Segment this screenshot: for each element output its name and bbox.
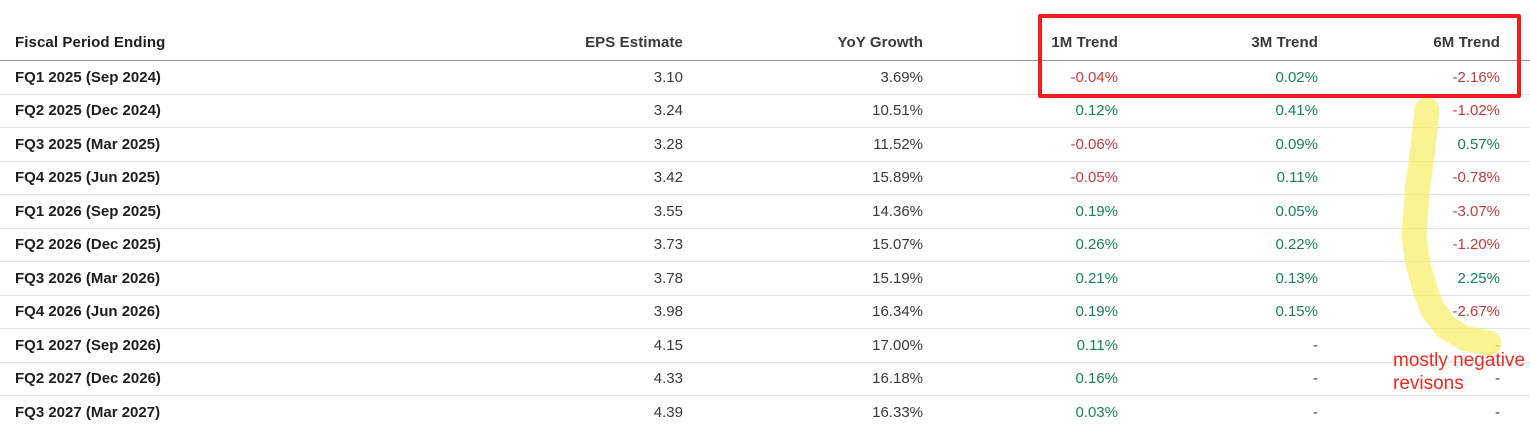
- trend-3m-cell: 0.15%: [1275, 303, 1318, 321]
- table-row: FQ1 2025 (Sep 2024) 3.10 3.69% -0.04% 0.…: [0, 61, 1530, 95]
- fiscal-period-cell: FQ4 2025 (Jun 2025): [15, 169, 161, 187]
- trend-1m-cell: 0.19%: [1075, 303, 1118, 321]
- eps-estimates-table: Fiscal Period Ending EPS Estimate YoY Gr…: [0, 0, 1530, 430]
- trend-6m-cell: -2.16%: [1452, 68, 1500, 86]
- trend-3m-cell: -: [1313, 370, 1318, 388]
- eps-estimate-cell: 3.98: [653, 303, 683, 321]
- table-row: FQ4 2026 (Jun 2026) 3.98 16.34% 0.19% 0.…: [0, 296, 1530, 329]
- eps-estimate-cell: 3.55: [653, 202, 683, 220]
- trend-6m-cell: -: [1495, 370, 1500, 388]
- trend-1m-cell: 0.11%: [1076, 336, 1118, 354]
- column-header-1m-trend: 1M Trend: [1051, 34, 1118, 51]
- table-row: FQ4 2025 (Jun 2025) 3.42 15.89% -0.05% 0…: [0, 162, 1530, 195]
- trend-1m-cell: -0.06%: [1070, 135, 1118, 153]
- trend-1m-cell: 0.12%: [1075, 102, 1118, 120]
- trend-1m-cell: -0.04%: [1070, 68, 1118, 86]
- eps-estimate-cell: 3.10: [653, 68, 683, 86]
- yoy-growth-cell: 17.00%: [872, 336, 923, 354]
- eps-estimate-cell: 4.39: [653, 404, 683, 422]
- trend-6m-cell: -1.20%: [1452, 236, 1500, 254]
- trend-6m-cell: 0.57%: [1457, 135, 1500, 153]
- fiscal-period-cell: FQ3 2025 (Mar 2025): [15, 135, 161, 153]
- trend-3m-cell: -: [1313, 336, 1318, 354]
- yoy-growth-cell: 16.33%: [872, 404, 923, 422]
- yoy-growth-cell: 15.19%: [872, 269, 923, 287]
- eps-estimate-cell: 3.28: [653, 135, 683, 153]
- trend-3m-cell: 0.13%: [1275, 269, 1318, 287]
- fiscal-period-cell: FQ3 2027 (Mar 2027): [15, 404, 161, 422]
- eps-estimate-cell: 3.42: [653, 169, 683, 187]
- eps-estimate-cell: 3.24: [653, 102, 683, 120]
- table-row: FQ2 2026 (Dec 2025) 3.73 15.07% 0.26% 0.…: [0, 229, 1530, 262]
- table-row: FQ1 2027 (Sep 2026) 4.15 17.00% 0.11% - …: [0, 329, 1530, 363]
- yoy-growth-cell: 10.51%: [872, 102, 923, 120]
- yoy-growth-cell: 14.36%: [872, 202, 923, 220]
- fiscal-period-cell: FQ2 2025 (Dec 2024): [15, 102, 161, 120]
- column-header-yoy-growth: YoY Growth: [837, 34, 923, 51]
- trend-3m-cell: -: [1313, 404, 1318, 422]
- trend-1m-cell: 0.19%: [1075, 202, 1118, 220]
- column-header-fiscal-period: Fiscal Period Ending: [15, 34, 166, 51]
- trend-3m-cell: 0.22%: [1275, 236, 1318, 254]
- trend-3m-cell: 0.05%: [1275, 202, 1318, 220]
- fiscal-period-cell: FQ1 2026 (Sep 2025): [15, 202, 161, 220]
- trend-6m-cell: -3.07%: [1452, 202, 1500, 220]
- table-row: FQ1 2026 (Sep 2025) 3.55 14.36% 0.19% 0.…: [0, 195, 1530, 229]
- yoy-growth-cell: 15.07%: [872, 236, 923, 254]
- trend-3m-cell: 0.09%: [1275, 135, 1318, 153]
- fiscal-period-cell: FQ1 2027 (Sep 2026): [15, 336, 161, 354]
- trend-1m-cell: -0.05%: [1070, 169, 1118, 187]
- table-body: FQ1 2025 (Sep 2024) 3.10 3.69% -0.04% 0.…: [0, 61, 1530, 430]
- yoy-growth-cell: 3.69%: [880, 68, 923, 86]
- table-row: FQ3 2025 (Mar 2025) 3.28 11.52% -0.06% 0…: [0, 128, 1530, 162]
- trend-1m-cell: 0.03%: [1075, 404, 1118, 422]
- column-header-3m-trend: 3M Trend: [1251, 34, 1318, 51]
- fiscal-period-cell: FQ1 2025 (Sep 2024): [15, 68, 161, 86]
- table-row: FQ2 2027 (Dec 2026) 4.33 16.18% 0.16% - …: [0, 363, 1530, 396]
- table-row: FQ3 2027 (Mar 2027) 4.39 16.33% 0.03% - …: [0, 396, 1530, 430]
- trend-3m-cell: 0.11%: [1276, 169, 1318, 187]
- eps-estimate-cell: 4.33: [653, 370, 683, 388]
- column-header-6m-trend: 6M Trend: [1433, 34, 1500, 51]
- trend-6m-cell: 2.25%: [1457, 269, 1500, 287]
- fiscal-period-cell: FQ3 2026 (Mar 2026): [15, 269, 161, 287]
- eps-estimate-cell: 4.15: [653, 336, 683, 354]
- fiscal-period-cell: FQ2 2026 (Dec 2025): [15, 236, 161, 254]
- trend-6m-cell: -1.02%: [1452, 102, 1500, 120]
- fiscal-period-cell: FQ4 2026 (Jun 2026): [15, 303, 161, 321]
- trend-6m-cell: -: [1495, 404, 1500, 422]
- column-header-eps-estimate: EPS Estimate: [585, 34, 683, 51]
- trend-1m-cell: 0.26%: [1075, 236, 1118, 254]
- table-row: FQ2 2025 (Dec 2024) 3.24 10.51% 0.12% 0.…: [0, 95, 1530, 128]
- yoy-growth-cell: 16.34%: [872, 303, 923, 321]
- trend-3m-cell: 0.02%: [1275, 68, 1318, 86]
- trend-1m-cell: 0.21%: [1075, 269, 1118, 287]
- eps-estimate-cell: 3.78: [653, 269, 683, 287]
- trend-6m-cell: -2.67%: [1452, 303, 1500, 321]
- trend-1m-cell: 0.16%: [1075, 370, 1118, 388]
- trend-3m-cell: 0.41%: [1275, 102, 1318, 120]
- yoy-growth-cell: 16.18%: [872, 370, 923, 388]
- yoy-growth-cell: 15.89%: [872, 169, 923, 187]
- eps-estimate-cell: 3.73: [653, 236, 683, 254]
- table-row: FQ3 2026 (Mar 2026) 3.78 15.19% 0.21% 0.…: [0, 262, 1530, 296]
- trend-6m-cell: -0.78%: [1452, 169, 1500, 187]
- yoy-growth-cell: 11.52%: [873, 135, 923, 153]
- trend-6m-cell: -: [1495, 336, 1500, 354]
- table-header-row: Fiscal Period Ending EPS Estimate YoY Gr…: [0, 0, 1530, 61]
- fiscal-period-cell: FQ2 2027 (Dec 2026): [15, 370, 161, 388]
